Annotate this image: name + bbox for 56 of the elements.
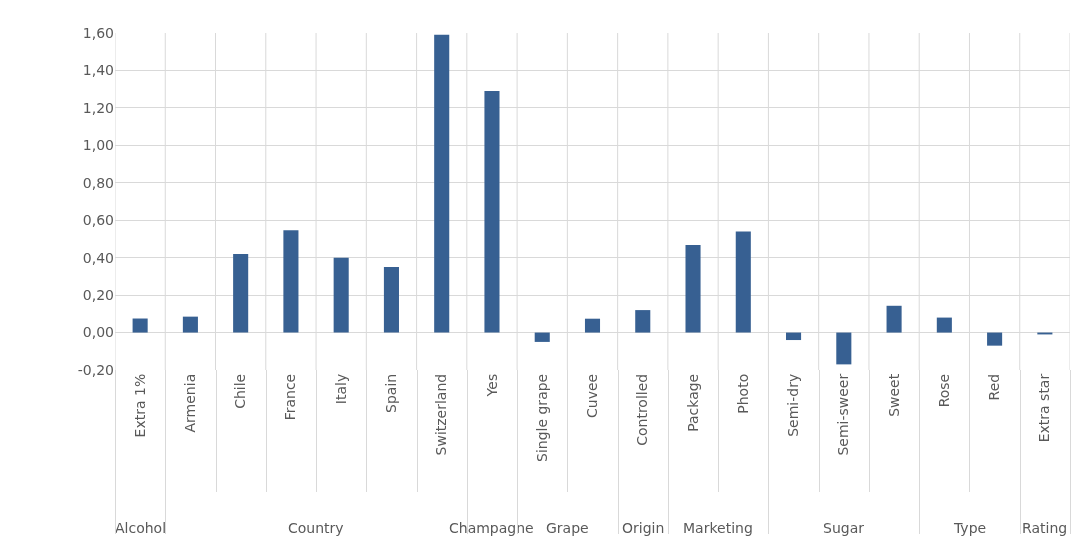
bar [836,332,852,365]
x-tick-label: Chile [232,373,249,409]
y-tick-label: -0,20 [77,361,114,378]
x-tick-label: France [282,373,299,421]
bar [735,231,751,333]
bar [383,267,399,333]
y-tick-label: 0,80 [82,174,114,191]
x-tick-label: Rose [935,373,952,408]
y-tick-label: 0,20 [82,287,114,304]
bar [484,91,500,333]
text: Country [288,520,344,536]
x-tick-label: Armenia [181,373,198,433]
x-tick-label: Extra star [1036,373,1053,443]
x-tick-label: Cuvee [584,373,601,418]
x-tick-label: Extra 1% [131,373,148,438]
x-tick-label: Photo [734,373,751,414]
bar [182,316,198,333]
x-tick-label: Semi-dry [785,373,802,437]
x-tick-label: Switzerland [433,373,450,456]
y-tick-label: 0,60 [82,212,114,229]
x-tick-label: Semi-sweer [835,373,852,456]
bar [333,257,349,333]
y-tick-label: 1,20 [82,99,114,116]
x-tick-label: Sweet [885,373,902,417]
bar [987,332,1003,346]
y-tick-label: 0,40 [82,249,114,266]
x-tick-label: Red [986,373,1003,401]
text: Type [953,520,987,536]
x-tick-label: Italy [332,373,349,405]
bar [283,230,299,333]
text: Marketing [683,520,753,536]
y-tick-label: 1,40 [82,62,114,79]
text: Grape [546,520,589,536]
bar [685,245,701,333]
text: Alcohol [115,520,167,536]
bar [786,332,802,341]
y-tick-label: 1,00 [82,137,114,154]
bar [584,318,601,333]
text: Sugar [823,520,865,536]
y-tick-label: 0,00 [82,324,114,341]
y-tick-label: 1,60 [82,24,114,41]
bar [635,310,651,333]
bar [886,305,902,333]
bar [132,318,148,333]
bar [936,317,952,333]
x-tick-label: Single grape [533,373,550,463]
x-tick-label: Spain [383,373,399,413]
bar [233,253,249,333]
bar [434,34,450,333]
x-tick-label: Yes [483,373,500,398]
text: Origin [622,520,665,536]
x-tick-label: Controlled [634,373,651,446]
bar [534,332,550,342]
x-tick-label: Package [684,373,701,432]
text: Champagne [449,520,534,536]
text: Rating [1022,520,1068,536]
